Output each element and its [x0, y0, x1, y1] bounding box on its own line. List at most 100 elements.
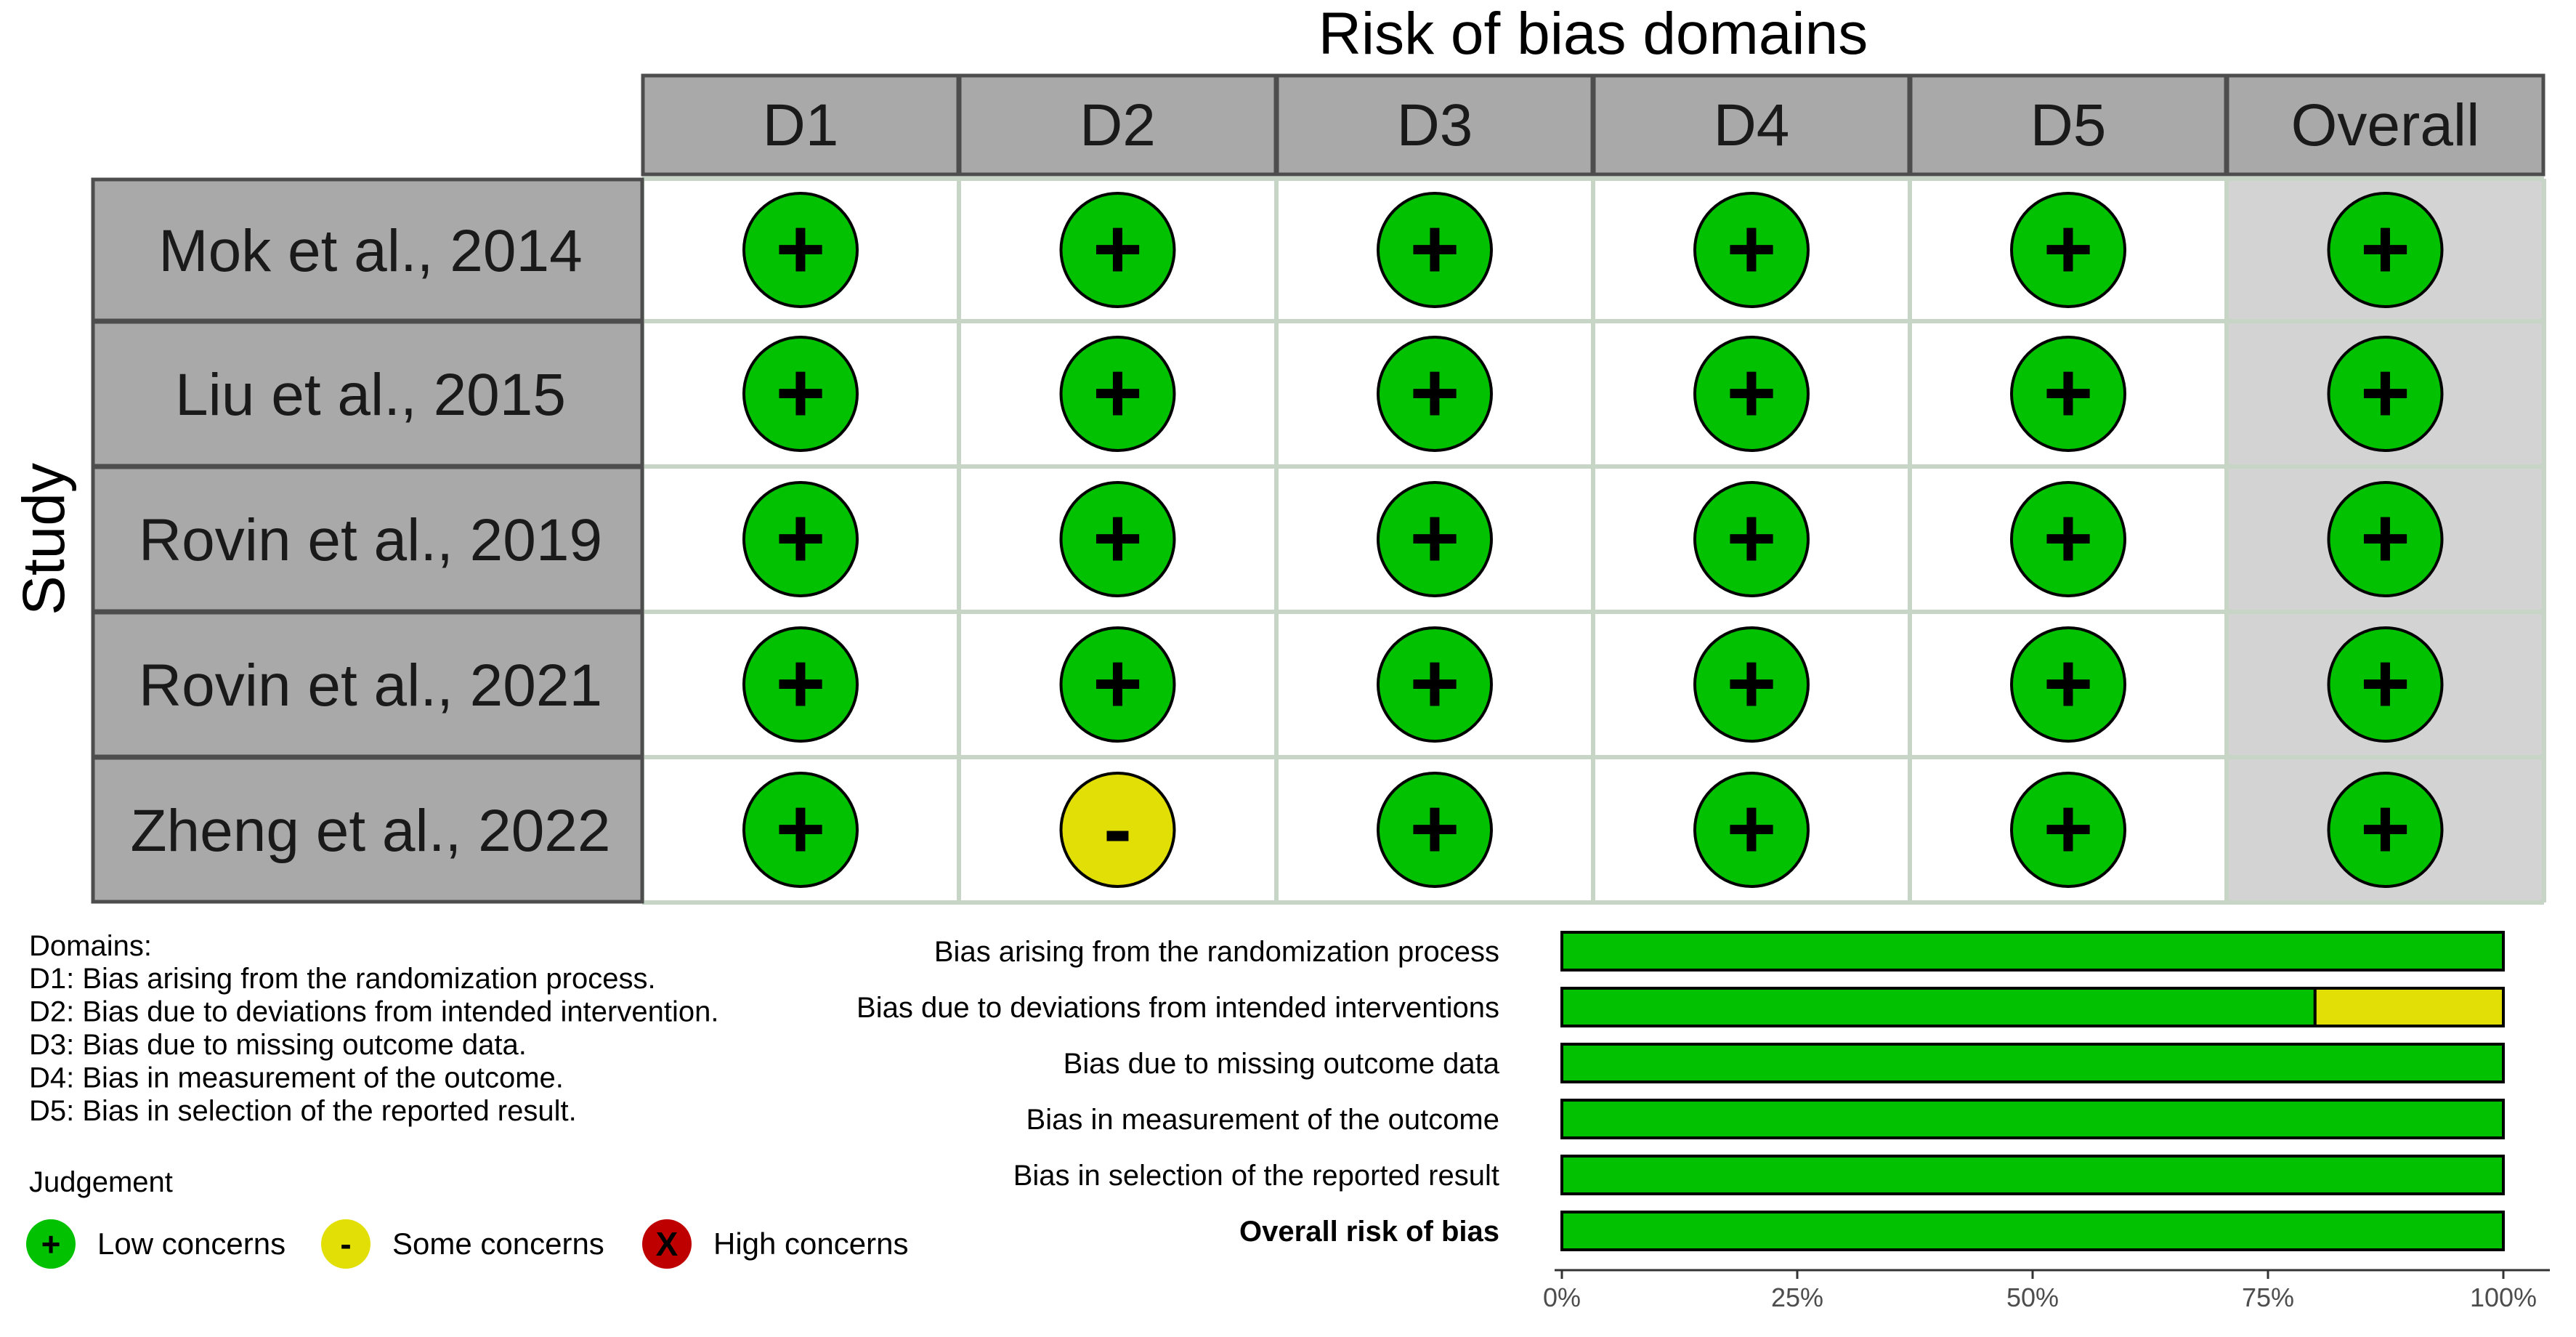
judgement-circle	[2010, 626, 2126, 743]
column-header-cell	[957, 73, 1278, 177]
x-tick-label: 0%	[1543, 1283, 1581, 1312]
domain-description: D2: Bias due to deviations from intended…	[29, 996, 718, 1028]
judgement-symbol: +	[2360, 781, 2410, 877]
legend-high-icon	[642, 1219, 692, 1269]
judgement-circle	[742, 336, 859, 452]
bar-segment-low	[1560, 1155, 2505, 1195]
judgement-circle	[742, 481, 859, 597]
judgement-circle	[2010, 192, 2126, 308]
judgement-circle	[2327, 626, 2444, 743]
column-header-label: D5	[2030, 92, 2107, 158]
judgement-circle	[2327, 336, 2444, 452]
judgement-symbol: +	[2044, 490, 2094, 586]
judgement-circle	[742, 772, 859, 888]
study-label-cell	[91, 177, 644, 323]
column-header-label: D2	[1080, 92, 1156, 158]
domain-descriptions: D1: Bias arising from the randomization …	[29, 963, 718, 1127]
judgement-circle	[1377, 192, 1493, 308]
study-label: Liu et al., 2015	[175, 362, 566, 428]
judgement-circle	[1059, 336, 1176, 452]
domain-description: D4: Bias in measurement of the outcome.	[29, 1062, 564, 1094]
plot-title: Risk of bias domains	[1319, 1, 1868, 67]
judgement-symbol: +	[2044, 345, 2094, 441]
x-tick-label: 25%	[1771, 1283, 1823, 1312]
study-label: Zheng et al., 2022	[130, 798, 610, 864]
study-label: Rovin et al., 2021	[139, 653, 602, 719]
judgement-circle	[1377, 481, 1493, 597]
legend-symbol: -	[340, 1225, 351, 1263]
legend-panel: Domains: D1: Bias arising from the rando…	[26, 930, 908, 1269]
judgement-symbol: +	[1410, 345, 1460, 441]
study-label-cell	[91, 320, 644, 468]
legend-symbol: +	[41, 1225, 61, 1263]
judgement-symbol: -	[1103, 781, 1132, 877]
judgement-symbol: +	[1410, 490, 1460, 586]
judgement-symbol: +	[1093, 201, 1143, 297]
legend-symbol: X	[656, 1225, 679, 1263]
judgement-symbol: +	[1410, 201, 1460, 297]
judgement-symbol: +	[2044, 636, 2094, 732]
column-header-cell	[1592, 73, 1911, 177]
judgement-symbol: +	[2360, 490, 2410, 586]
judgement-symbol: +	[1410, 781, 1460, 877]
bar-category-label: Bias in measurement of the outcome	[1026, 1104, 1499, 1136]
judgement-circle	[1377, 772, 1493, 888]
judgement-legend: + Low concerns - Some concerns X High concern…	[26, 1219, 908, 1269]
judgement-symbol: +	[1093, 345, 1143, 441]
x-tick-label: 100%	[2470, 1283, 2537, 1312]
legend-some-icon	[321, 1219, 370, 1269]
x-tick-label: 50%	[2006, 1283, 2059, 1312]
bar-segment-low	[1560, 1099, 2505, 1139]
judgement-symbol: +	[2360, 345, 2410, 441]
column-header-cell	[641, 73, 960, 177]
domain-description: D1: Bias arising from the randomization …	[29, 963, 656, 995]
judgement-circle	[1059, 772, 1176, 888]
judgement-symbol: +	[776, 490, 826, 586]
bar-segment-low	[1560, 1211, 2505, 1251]
judgement-symbol: +	[2044, 201, 2094, 297]
judgement-grid: D1 D2 D3 D4 D5 Overall Mok et al., 2014 + + + + + + L…	[91, 73, 2546, 905]
judgement-circle	[1693, 336, 1810, 452]
domains-title: Domains:	[29, 930, 152, 962]
judgement-circle	[2010, 336, 2126, 452]
bar-category-label: Overall risk of bias	[1239, 1216, 1499, 1248]
judgement-circle	[1059, 626, 1176, 743]
column-header-label: D4	[1714, 92, 1790, 158]
legend-label: Low concerns	[97, 1227, 285, 1261]
domain-description: D5: Bias in selection of the reported re…	[29, 1095, 577, 1127]
study-label-cell	[91, 465, 644, 613]
x-tick-label: 75%	[2242, 1283, 2294, 1312]
column-header-label: D3	[1397, 92, 1473, 158]
judgement-symbol: +	[1727, 201, 1777, 297]
judgement-circle	[1059, 481, 1176, 597]
judgement-circle	[1377, 336, 1493, 452]
judgement-circle	[2010, 772, 2126, 888]
bar-segment-low	[1560, 987, 2317, 1027]
judgement-circle	[742, 192, 859, 308]
judgement-symbol: +	[776, 781, 826, 877]
summary-bar-plot: Bias arising from the randomization proc…	[856, 931, 2550, 1312]
judgement-circle	[2327, 192, 2444, 308]
judgement-circle	[1059, 192, 1176, 308]
judgement-symbol: +	[1727, 781, 1777, 877]
judgement-symbol: +	[776, 201, 826, 297]
bar-category-label: Bias due to missing outcome data	[1064, 1048, 1500, 1080]
judgement-symbol: +	[1093, 490, 1143, 586]
study-label: Mok et al., 2014	[158, 218, 582, 284]
bar-segment-low	[1560, 931, 2505, 972]
judgement-symbol: +	[2360, 201, 2410, 297]
traffic-light-plot: Risk of bias domains Study D1 D2 D3 D4 D5 Ove…	[11, 1, 2546, 905]
study-label: Rovin et al., 2019	[139, 507, 602, 573]
y-axis-label: Study	[11, 463, 77, 615]
bar-category-label: Bias due to deviations from intended int…	[856, 992, 1499, 1024]
judgement-symbol: +	[2044, 781, 2094, 877]
legend-low-icon	[26, 1219, 76, 1269]
judgement-circle	[1377, 626, 1493, 743]
judgement-circle	[2327, 772, 2444, 888]
study-label-cell	[91, 756, 644, 904]
judgement-circle	[1693, 481, 1810, 597]
bar-segment-low	[1560, 1043, 2505, 1083]
legend-label: Some concerns	[392, 1227, 604, 1261]
judgement-symbol: +	[776, 636, 826, 732]
